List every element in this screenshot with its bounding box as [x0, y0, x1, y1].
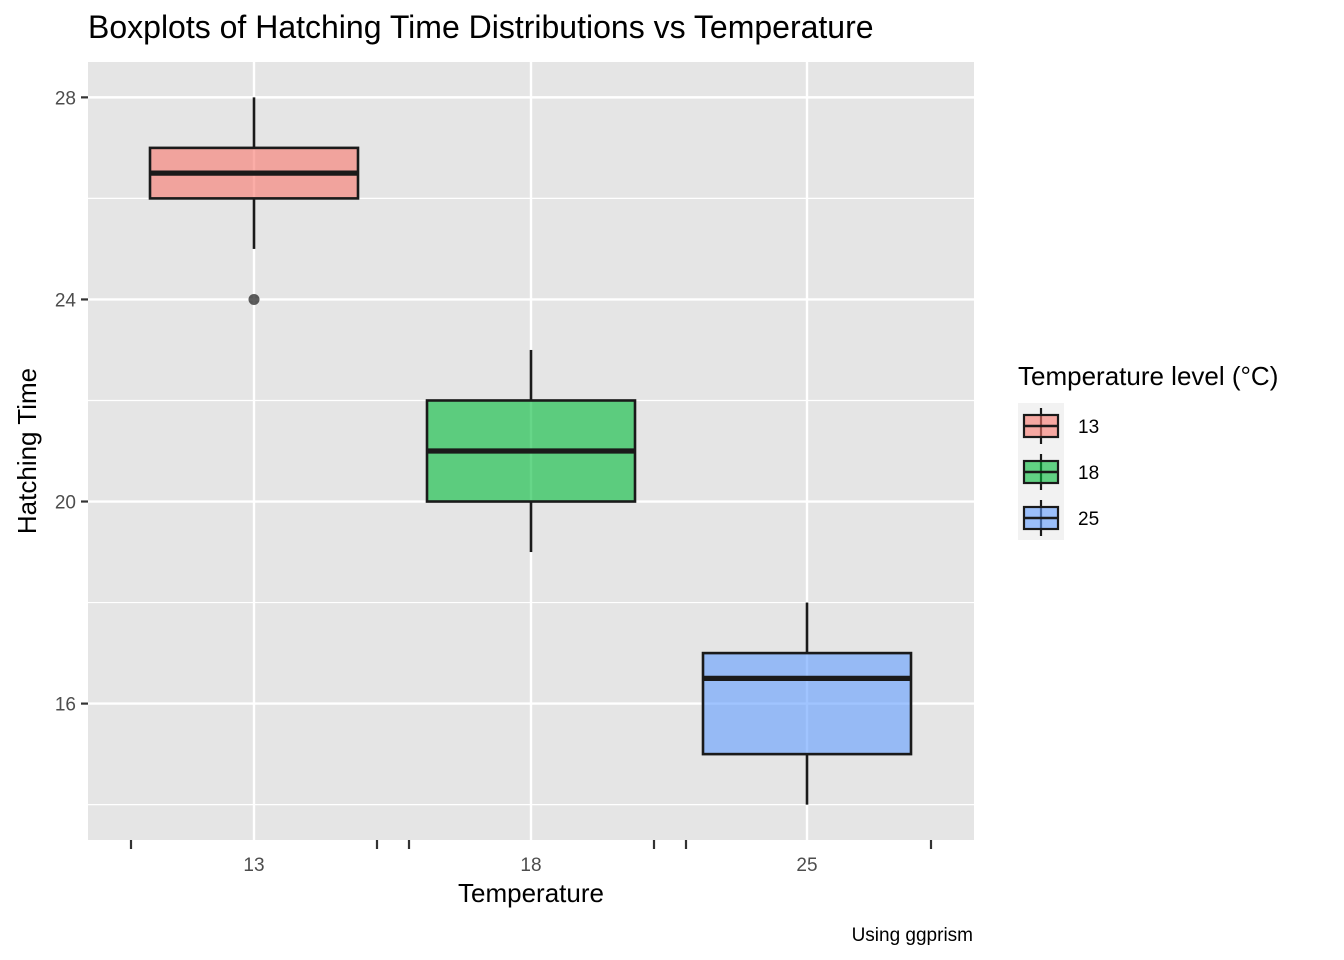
axes: 16 20 24 28 13 18 25 — [55, 88, 933, 876]
legend: Temperature level (°C) 13 18 25 — [1018, 361, 1278, 540]
x-axis-title: Temperature — [458, 878, 604, 908]
legend-entry-label: 18 — [1078, 463, 1099, 484]
x-tick-label: 13 — [243, 855, 264, 876]
legend-entry-label: 13 — [1078, 417, 1099, 438]
y-axis-title: Hatching Time — [12, 368, 42, 534]
y-tick-label: 24 — [55, 290, 77, 311]
legend-entry-label: 25 — [1078, 509, 1099, 530]
legend-title: Temperature level (°C) — [1018, 361, 1278, 391]
box-iqr — [701, 651, 913, 756]
chart-title: Boxplots of Hatching Time Distributions … — [88, 9, 874, 45]
legend-key-13 — [1022, 408, 1060, 444]
y-tick-label: 28 — [55, 88, 76, 109]
box-group-13 — [148, 97, 360, 305]
y-tick-label: 16 — [55, 695, 76, 716]
box-group-25 — [701, 602, 913, 805]
chart-caption: Using ggprism — [852, 925, 973, 946]
outlier-point — [248, 293, 260, 305]
y-tick-label: 20 — [55, 493, 76, 514]
x-tick-label: 25 — [796, 855, 817, 876]
x-tick-label: 18 — [520, 855, 541, 876]
box-series — [148, 97, 913, 805]
legend-key-18 — [1022, 454, 1060, 490]
legend-key-25 — [1022, 500, 1060, 536]
box-group-18 — [425, 349, 637, 553]
